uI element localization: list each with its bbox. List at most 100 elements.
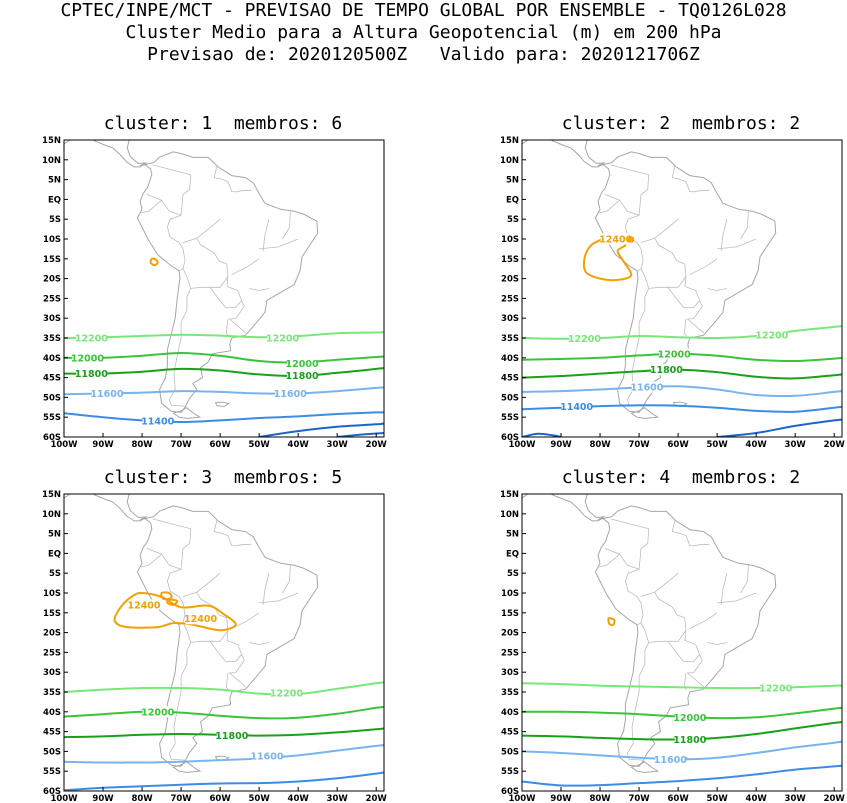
contour-line — [716, 418, 842, 437]
lon-label: 80W — [131, 440, 153, 450]
header-line-3: Previsao de: 2020120500Z Valido para: 20… — [147, 44, 700, 65]
lon-label: 80W — [131, 794, 153, 803]
lon-label: 50W — [249, 794, 271, 803]
lat-label: 40S — [501, 708, 519, 718]
lat-label: 35S — [43, 334, 61, 344]
contour-line — [64, 351, 384, 364]
contour-label: 11800 — [75, 369, 108, 380]
lat-label: 20S — [501, 275, 519, 285]
country-border — [182, 237, 229, 289]
lon-label: 60W — [667, 440, 689, 450]
lat-label: 10S — [501, 235, 519, 245]
lat-label: 20S — [501, 629, 519, 639]
contour-label: 11400 — [560, 402, 593, 413]
country-border — [166, 568, 186, 626]
lat-label: 25S — [501, 294, 519, 304]
country-border — [720, 219, 728, 251]
country-border — [667, 630, 701, 662]
lat-label: 55S — [43, 413, 61, 423]
contour-line — [160, 591, 173, 601]
contour-label-bg — [655, 753, 686, 765]
contour-label: 12200 — [568, 334, 601, 345]
lat-label: 5S — [49, 215, 61, 225]
lon-label: 40W — [746, 794, 768, 803]
lat-label: 5S — [49, 569, 61, 579]
contour-label: 11800 — [215, 731, 248, 742]
country-border — [720, 573, 728, 605]
panel-3-title: cluster: 3 membros: 5 — [103, 467, 343, 488]
contour-label: 12000 — [673, 713, 706, 724]
contour-label-bg — [76, 368, 107, 380]
country-border — [683, 318, 688, 337]
contour-label: 12200 — [759, 684, 792, 695]
lat-label: 60S — [501, 433, 519, 443]
contour-line — [166, 598, 179, 606]
lat-label: 5S — [507, 569, 519, 579]
lat-label: 10N — [500, 510, 519, 520]
lat-label: 60S — [43, 433, 61, 443]
lon-label: 100W — [50, 794, 78, 803]
country-border — [225, 318, 230, 337]
map-panel-2: 12200 12200 12000 11800 11600 11400 12400 15N 10… — [500, 136, 845, 450]
lat-label: 5N — [506, 176, 519, 186]
country-border — [249, 288, 269, 291]
lon-label: 50W — [707, 794, 729, 803]
country-border — [225, 672, 230, 691]
lat-label: 20S — [43, 275, 61, 285]
lon-label: 50W — [249, 440, 271, 450]
lat-label: 25S — [43, 648, 61, 658]
country-border — [196, 572, 221, 593]
country-border — [259, 238, 299, 250]
lat-label: 5S — [507, 215, 519, 225]
lon-label: 80W — [589, 794, 611, 803]
contour-label-bg — [142, 415, 173, 427]
country-border — [707, 288, 727, 291]
contour-line — [64, 367, 384, 378]
coastline — [214, 401, 230, 408]
lat-label: 40S — [501, 354, 519, 364]
contour-label: 12000 — [286, 359, 319, 370]
country-border — [213, 165, 252, 193]
lat-label: 50S — [501, 747, 519, 757]
contour-label: 12400 — [184, 614, 217, 625]
country-border — [604, 164, 650, 216]
lon-label: 40W — [288, 794, 310, 803]
lat-label: EQ — [506, 549, 519, 559]
contour-label-bg — [129, 599, 159, 611]
lat-label: 50S — [501, 393, 519, 403]
lat-label: 5N — [48, 530, 61, 540]
country-border — [282, 565, 291, 594]
contour-label: 12200 — [755, 330, 788, 341]
lat-label: 15S — [43, 609, 61, 619]
lon-label: 80W — [589, 440, 611, 450]
country-border — [228, 300, 247, 334]
contour-line — [522, 764, 842, 787]
lon-label: 60W — [209, 794, 231, 803]
lat-label: 30S — [43, 668, 61, 678]
contour-label-bg — [267, 332, 298, 344]
contour-label-bg — [185, 613, 216, 625]
lon-label: 40W — [288, 440, 310, 450]
lat-label: EQ — [48, 195, 61, 205]
lat-label: 45S — [501, 374, 519, 384]
lon-label: 90W — [550, 440, 572, 450]
country-border — [717, 592, 757, 604]
contour-label: 11600 — [250, 752, 283, 763]
country-border — [671, 519, 710, 547]
lat-label: 10N — [42, 510, 61, 520]
contour-line — [113, 591, 237, 632]
coastline — [522, 494, 606, 522]
country-border — [146, 518, 192, 570]
country-border — [262, 219, 270, 251]
contour-label: 12200 — [266, 334, 299, 345]
lat-label: 35S — [501, 688, 519, 698]
country-border — [282, 211, 291, 240]
lat-label: 15S — [43, 255, 61, 265]
contour-label-bg — [674, 711, 705, 723]
contour-label: 11600 — [630, 383, 663, 394]
contour-label-bg — [760, 682, 791, 694]
lon-label: 70W — [170, 440, 192, 450]
